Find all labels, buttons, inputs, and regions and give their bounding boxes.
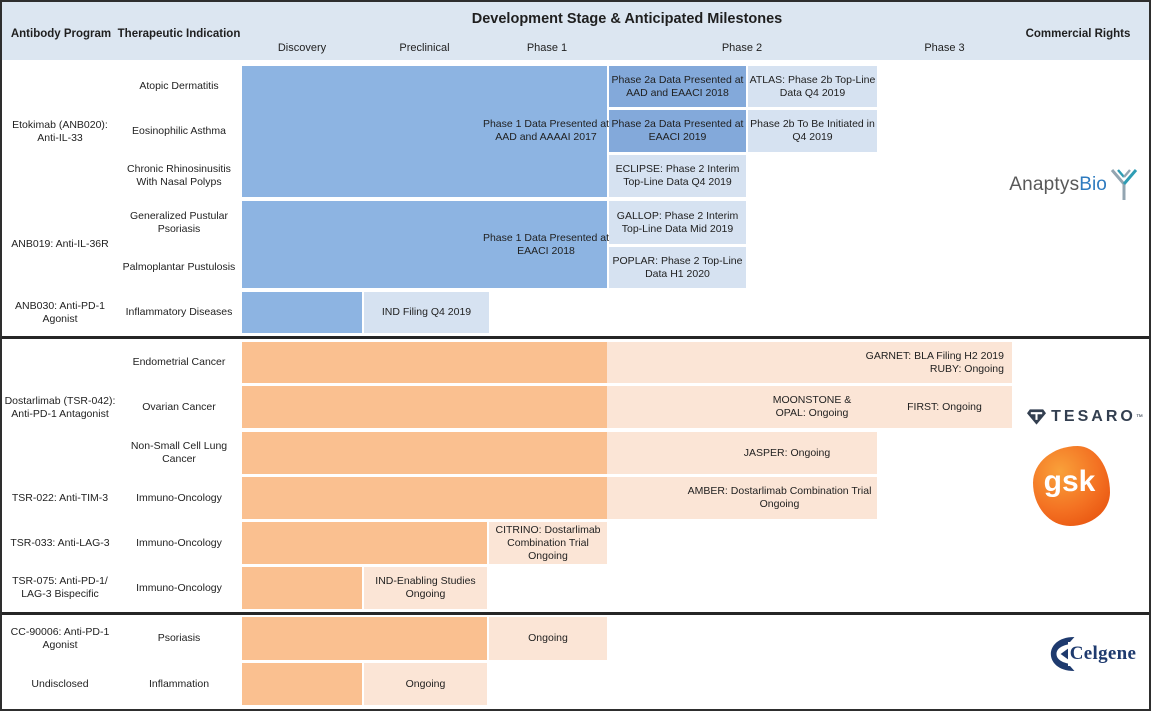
celgene-wordmark: Celgene xyxy=(1067,642,1139,666)
indication-label: Immuno-Oncology xyxy=(136,491,222,504)
indication-label: Inflammation xyxy=(148,677,210,690)
anaptysbio-wordmark-bio: Bio xyxy=(1079,174,1107,195)
indication-label: Inflammatory Diseases xyxy=(125,306,233,318)
milestone-box: ATLAS: Phase 2b Top-Line Data Q4 2019 xyxy=(748,66,877,107)
program-label-tsr075: TSR-075: Anti-PD-1/ LAG-3 Bispecific xyxy=(12,575,108,600)
stage-bar-anb019 xyxy=(242,201,607,288)
indication-label: Immuno-Oncology xyxy=(136,536,222,549)
stage-bar-nsclc xyxy=(242,432,607,474)
indication-label: Atopic Dermatitis xyxy=(139,80,219,92)
indication-label: Non-Small Cell Lung Cancer xyxy=(130,440,228,465)
milestone-box: AMBER: Dostarlimab Combination Trial Ong… xyxy=(607,477,877,519)
celgene-logo: Celgene xyxy=(1040,630,1146,678)
milestone-box: POPLAR: Phase 2 Top-Line Data H1 2020 xyxy=(609,247,746,288)
indication-label: Chronic Rhinosinusitis With Nasal Polyps xyxy=(127,163,231,188)
column-header-therapeutic-indication: Therapeutic Indication xyxy=(117,27,241,40)
header-background xyxy=(2,2,1149,60)
section-divider xyxy=(2,336,1149,339)
stage-bar-cc90006 xyxy=(242,617,487,660)
chart-title: Development Stage & Anticipated Mileston… xyxy=(471,10,783,27)
stage-bar-tsr033 xyxy=(242,522,487,564)
milestone-box: Ongoing xyxy=(364,663,487,705)
indication-label: Generalized Pustular Psoriasis xyxy=(129,209,229,235)
milestone-box: Phase 2a Data Presented at AAD and EAACI… xyxy=(609,66,746,107)
milestone-label: JASPER: Ongoing xyxy=(743,446,831,459)
stage-bar-anb030 xyxy=(242,292,362,333)
bar-text-anb019-phase1: Phase 1 Data Presented at EAACI 2018 xyxy=(482,232,610,257)
diamond-icon xyxy=(1027,408,1047,426)
anaptysbio-logo: Anaptys Bio xyxy=(1000,164,1148,206)
tesaro-trademark: ™ xyxy=(1135,413,1143,421)
milestone-box: JASPER: Ongoing xyxy=(607,432,877,474)
stage-header-phase1: Phase 1 xyxy=(526,41,568,54)
milestone-box: IND-Enabling Studies Ongoing xyxy=(364,567,487,609)
program-label-anb030: ANB030: Anti-PD-1 Agonist xyxy=(15,299,105,325)
milestone-label: FIRST: Ongoing xyxy=(907,400,982,413)
indication-label: Eosinophilic Asthma xyxy=(132,124,226,137)
program-label-undisclosed: Undisclosed xyxy=(31,677,89,690)
stage-bar-ovarian xyxy=(242,386,607,428)
indication-label: Ovarian Cancer xyxy=(142,400,216,413)
gsk-wordmark: gsk xyxy=(1043,465,1096,498)
indication-label: Palmoplantar Pustulosis xyxy=(122,261,236,273)
milestone-box: MOONSTONE & OPAL: Ongoing FIRST: Ongoing xyxy=(607,386,1012,428)
stage-bar-etokimab xyxy=(242,66,607,197)
indication-label: Endometrial Cancer xyxy=(132,356,226,368)
milestone-box: Phase 2b To Be Initiated in Q4 2019 xyxy=(748,110,877,152)
milestone-box: GALLOP: Phase 2 Interim Top-Line Data Mi… xyxy=(609,201,746,244)
stage-bar-tsr075 xyxy=(242,567,362,609)
program-label-anb019: ANB019: Anti-IL-36R xyxy=(11,238,109,250)
stage-header-discovery: Discovery xyxy=(277,41,327,54)
program-label-etokimab: Etokimab (ANB020): Anti-IL-33 xyxy=(12,118,108,144)
milestone-box: IND Filing Q4 2019 xyxy=(364,292,489,333)
gsk-logo: gsk xyxy=(1033,446,1110,526)
milestone-box: Ongoing xyxy=(489,617,607,660)
indication-label: Immuno-Oncology xyxy=(136,581,222,594)
stage-header-phase2: Phase 2 xyxy=(721,41,763,54)
stage-bar-endometrial xyxy=(242,342,607,383)
program-label-dostarlimab: Dostarlimab (TSR-042): Anti-PD-1 Antagon… xyxy=(4,395,116,420)
section-divider xyxy=(2,612,1149,615)
tesaro-logo: TESARO ™ xyxy=(1020,401,1149,433)
program-label-tsr022: TSR-022: Anti-TIM-3 xyxy=(11,491,109,504)
tesaro-wordmark: TESARO xyxy=(1051,408,1136,425)
program-label-cc90006: CC-90006: Anti-PD-1 Agonist xyxy=(10,625,110,651)
stage-header-phase3: Phase 3 xyxy=(924,41,965,54)
antibody-icon xyxy=(1109,168,1139,202)
indication-label: Psoriasis xyxy=(157,632,201,644)
stage-header-preclinical: Preclinical xyxy=(399,41,450,54)
stage-bar-tsr022 xyxy=(242,477,607,519)
column-header-antibody-program: Antibody Program xyxy=(10,27,112,40)
milestone-box: GARNET: BLA Filing H2 2019 RUBY: Ongoing xyxy=(607,342,1012,383)
milestone-box: Phase 2a Data Presented at EAACI 2019 xyxy=(609,110,746,152)
bar-text-eosinophilic-phase1: Phase 1 Data Presented at AAD and AAAAI … xyxy=(482,118,610,143)
column-header-commercial-rights: Commercial Rights xyxy=(1025,27,1131,40)
anaptysbio-wordmark-anaptys: Anaptys xyxy=(1009,174,1080,195)
stage-bar-undisclosed xyxy=(242,663,362,705)
milestone-box: ECLIPSE: Phase 2 Interim Top-Line Data Q… xyxy=(609,155,746,197)
program-label-tsr033: TSR-033: Anti-LAG-3 xyxy=(10,536,110,549)
milestone-box: CITRINO: Dostarlimab Combination Trial O… xyxy=(489,522,607,564)
milestone-label: AMBER: Dostarlimab Combination Trial Ong… xyxy=(687,485,872,510)
milestone-label: MOONSTONE & OPAL: Ongoing xyxy=(772,394,852,419)
